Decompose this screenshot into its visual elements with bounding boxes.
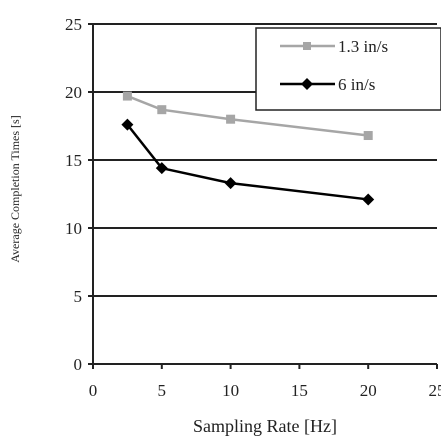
series-line-1-3-in-s — [126, 94, 369, 137]
legend: 1.3 in/s 6 in/s — [255, 27, 441, 111]
data-point-1-3-in-s-1 — [157, 105, 167, 115]
series-1-3-in-s — [122, 91, 373, 141]
y-tick-label-0: 0 — [74, 355, 83, 374]
x-axis-label: Sampling Rate [Hz] — [193, 416, 337, 436]
data-point-6-in-s-3 — [362, 193, 375, 206]
legend-marker-1-3-in-s — [303, 42, 311, 50]
y-tick-labels: 0 5 10 15 20 25 — [65, 15, 82, 374]
x-tick-label-25: 25 — [429, 381, 441, 400]
data-point-6-in-s-2 — [224, 177, 237, 190]
series-group — [121, 91, 375, 206]
data-point-1-3-in-s-0 — [122, 91, 132, 101]
series-6-in-s — [121, 118, 375, 206]
data-point-1-3-in-s-2 — [226, 114, 236, 124]
data-point-6-in-s-0 — [121, 118, 134, 131]
x-tick-label-20: 20 — [360, 381, 377, 400]
legend-label-1-3-in-s: 1.3 in/s — [338, 37, 388, 56]
x-tick-label-10: 10 — [222, 381, 239, 400]
series-line-6-in-s — [126, 123, 369, 201]
legend-box — [255, 27, 441, 111]
y-axis-label: Average Completion Times [s] — [8, 115, 22, 262]
y-tick-label-25: 25 — [65, 15, 82, 34]
x-tick-labels: 0 5 10 15 20 25 — [89, 381, 441, 400]
y-tick-label-15: 15 — [65, 151, 82, 170]
data-point-1-3-in-s-3 — [363, 131, 373, 141]
y-tick-label-5: 5 — [74, 287, 83, 306]
x-tick-label-15: 15 — [291, 381, 308, 400]
x-tick-label-0: 0 — [89, 381, 98, 400]
x-tick-label-5: 5 — [158, 381, 167, 400]
axes — [88, 23, 438, 369]
legend-marker-6-in-s — [301, 78, 313, 90]
y-tick-label-20: 20 — [65, 83, 82, 102]
data-point-6-in-s-1 — [155, 162, 168, 175]
legend-label-6-in-s: 6 in/s — [338, 75, 375, 94]
y-tick-label-10: 10 — [65, 219, 82, 238]
